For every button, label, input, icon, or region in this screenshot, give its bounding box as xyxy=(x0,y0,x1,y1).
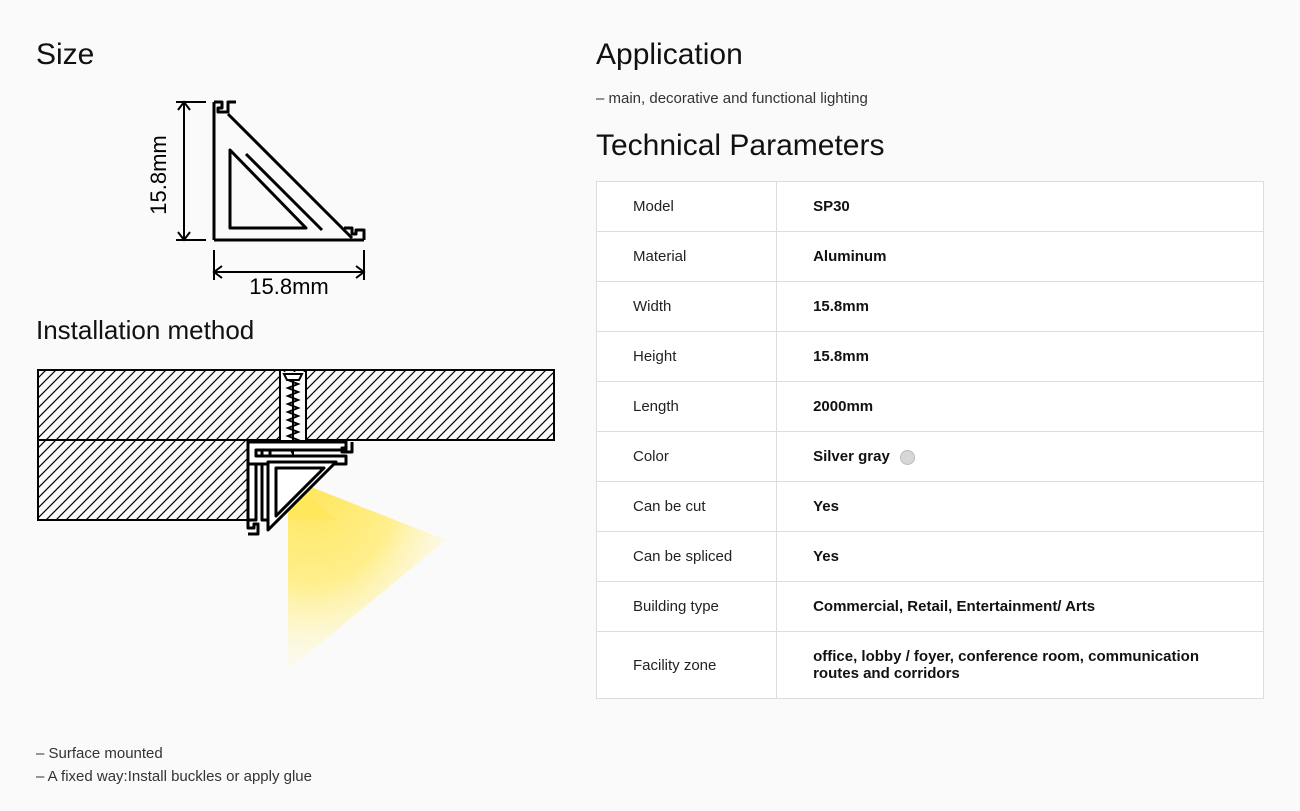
param-value: SP30 xyxy=(777,182,1264,232)
application-heading: Application xyxy=(596,38,1264,72)
table-row: Width15.8mm xyxy=(597,282,1264,332)
param-label: Can be cut xyxy=(597,482,777,532)
table-row: ColorSilver gray xyxy=(597,432,1264,482)
param-label: Color xyxy=(597,432,777,482)
install-note-2: – A fixed way:Install buckles or apply g… xyxy=(36,768,556,785)
table-row: Facility zoneoffice, lobby / foyer, conf… xyxy=(597,632,1264,699)
install-diagram xyxy=(36,360,556,675)
application-note: – main, decorative and functional lighti… xyxy=(596,90,1264,107)
size-diagram: 15.8mm xyxy=(136,90,556,305)
param-label: Width xyxy=(597,282,777,332)
param-value: Yes xyxy=(777,532,1264,582)
table-row: Building typeCommercial, Retail, Enterta… xyxy=(597,582,1264,632)
param-label: Can be spliced xyxy=(597,532,777,582)
table-row: MaterialAluminum xyxy=(597,232,1264,282)
install-note-1: – Surface mounted xyxy=(36,745,556,762)
size-heading: Size xyxy=(36,38,556,72)
param-label: Model xyxy=(597,182,777,232)
param-value: Silver gray xyxy=(777,432,1264,482)
color-swatch xyxy=(900,450,915,465)
param-value: 2000mm xyxy=(777,382,1264,432)
param-label: Facility zone xyxy=(597,632,777,699)
table-row: Length2000mm xyxy=(597,382,1264,432)
table-row: Can be splicedYes xyxy=(597,532,1264,582)
param-label: Length xyxy=(597,382,777,432)
tech-params-heading: Technical Parameters xyxy=(596,129,1264,163)
param-value: Aluminum xyxy=(777,232,1264,282)
param-label: Material xyxy=(597,232,777,282)
param-value: Yes xyxy=(777,482,1264,532)
param-value: 15.8mm xyxy=(777,332,1264,382)
param-value: office, lobby / foyer, conference room, … xyxy=(777,632,1264,699)
dim-width-label: 15.8mm xyxy=(249,274,328,299)
param-label: Building type xyxy=(597,582,777,632)
param-label: Height xyxy=(597,332,777,382)
param-value: Commercial, Retail, Entertainment/ Arts xyxy=(777,582,1264,632)
install-heading: Installation method xyxy=(36,315,556,346)
table-row: Can be cutYes xyxy=(597,482,1264,532)
dim-height-label: 15.8mm xyxy=(146,135,171,214)
table-row: Height15.8mm xyxy=(597,332,1264,382)
table-row: ModelSP30 xyxy=(597,182,1264,232)
tech-params-table: ModelSP30MaterialAluminumWidth15.8mmHeig… xyxy=(596,181,1264,699)
param-value: 15.8mm xyxy=(777,282,1264,332)
